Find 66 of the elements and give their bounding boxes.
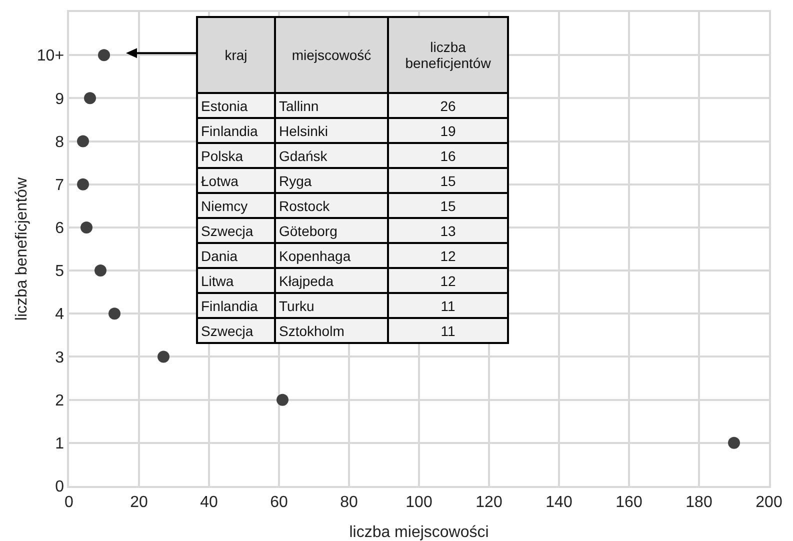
x-tick-label: 160 xyxy=(616,494,642,511)
x-tick-label: 80 xyxy=(340,494,358,511)
point xyxy=(158,350,170,363)
annotation: liczba beneficjentów xyxy=(388,17,508,93)
x-axis-title: liczba miejscowości xyxy=(349,524,489,541)
point xyxy=(80,221,92,234)
y-tick-label: 0 xyxy=(55,478,64,496)
annotation: Finlandia xyxy=(197,118,275,143)
y-tick-label: 1 xyxy=(55,436,64,453)
annotation: 12 xyxy=(388,243,508,268)
annotation: Rostock xyxy=(275,193,388,218)
annotation: Finlandia xyxy=(197,293,275,318)
y-axis-title: liczba beneficjentów xyxy=(14,176,30,321)
annotation: miejscowość xyxy=(275,17,388,93)
x-tick-label: 200 xyxy=(756,494,782,511)
point xyxy=(84,92,96,104)
x-tick-label: 100 xyxy=(406,494,432,511)
annotation: Niemcy xyxy=(197,193,275,218)
annotation: Kłajpeda xyxy=(275,268,388,293)
annotation: Tallinn xyxy=(275,93,388,118)
x-tick-label: 40 xyxy=(200,494,218,511)
annotation: Helsinki xyxy=(275,118,388,143)
y-tick-label: 4 xyxy=(55,306,64,324)
y-tick-label: 5 xyxy=(55,263,64,280)
annotation: 15 xyxy=(388,168,508,193)
annotation: 16 xyxy=(388,143,508,168)
annotation: Polska xyxy=(197,143,275,168)
annotation: Göteborg xyxy=(275,218,388,243)
annotation: 11 xyxy=(388,293,508,318)
y-tick-label: 7 xyxy=(55,176,64,194)
point xyxy=(276,394,288,406)
annotation: Dania xyxy=(197,243,275,268)
annotation: Łotwa xyxy=(197,168,275,193)
y-tick-label: 10+ xyxy=(36,48,64,65)
point xyxy=(77,178,89,190)
y-tick-label: 6 xyxy=(55,220,64,238)
annotation: Szwecja xyxy=(197,318,275,343)
point xyxy=(98,49,110,62)
annotation: 15 xyxy=(388,193,508,218)
x-tick-label: 20 xyxy=(130,494,148,511)
y-tick-label: 9 xyxy=(55,90,64,108)
annotation: Litwa xyxy=(197,268,275,293)
annotation: 11 xyxy=(388,318,508,343)
annotation: Estonia xyxy=(197,93,275,118)
annotation: Ryga xyxy=(275,168,388,193)
y-tick-label: 8 xyxy=(55,134,64,151)
x-tick-label: 140 xyxy=(546,494,572,511)
annotation: Gdańsk xyxy=(275,143,388,168)
annotation: kraj xyxy=(197,17,275,93)
y-tick-label: 3 xyxy=(55,349,64,366)
point xyxy=(77,135,89,148)
annotation: Szwecja xyxy=(197,218,275,243)
annotation: Turku xyxy=(275,293,388,318)
x-tick-label: 180 xyxy=(686,494,712,511)
point xyxy=(94,264,106,277)
annotation: 19 xyxy=(388,118,508,143)
x-tick-label: 60 xyxy=(270,494,288,511)
y-tick-label: 2 xyxy=(55,392,64,410)
point xyxy=(108,308,120,320)
annotation: 26 xyxy=(388,93,508,118)
annotation: Sztokholm xyxy=(275,318,388,343)
point xyxy=(728,436,740,449)
annotation: 12 xyxy=(388,268,508,293)
annotation: Kopenhaga xyxy=(275,243,388,268)
annotation: 13 xyxy=(388,218,508,243)
x-tick-label: 120 xyxy=(476,494,502,511)
